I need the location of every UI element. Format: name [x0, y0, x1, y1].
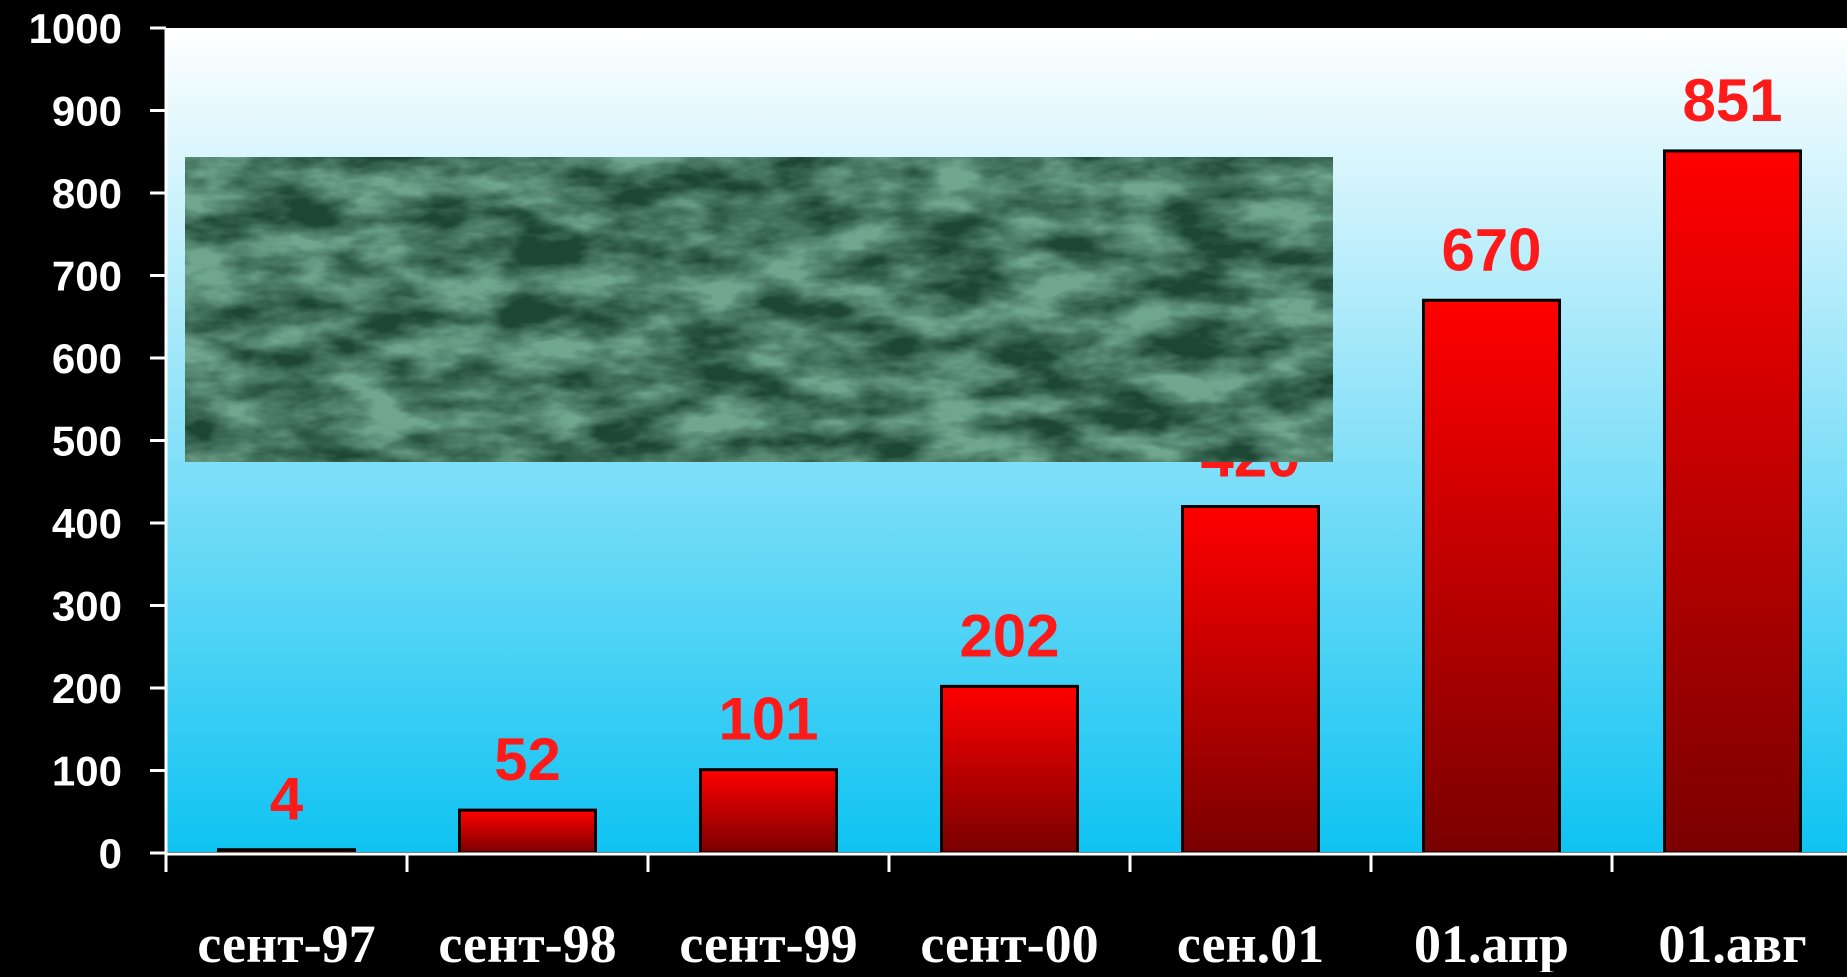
- category-label-4: сент-00: [920, 914, 1098, 972]
- y-tick-label-2: 200: [52, 665, 122, 712]
- x-axis-category-labels: сент-97 сент-98 сент-99 сент-00 сен.01 01.апр…: [197, 914, 1806, 974]
- y-tick-label-0: 0: [99, 830, 122, 877]
- y-axis-ticks: 0 100 200 300 400 500 600 700 800 900 1000: [29, 5, 166, 877]
- bar-2: [458, 808, 597, 855]
- y-tick-label-6: 600: [52, 335, 122, 382]
- bars: [217, 149, 1802, 855]
- y-tick-label-3: 300: [52, 583, 122, 630]
- category-label-6: 01.апр: [1414, 914, 1569, 972]
- y-tick-label-9: 900: [52, 88, 122, 135]
- bar-5: [1181, 505, 1320, 855]
- category-label-7: 01.авг: [1658, 914, 1806, 972]
- data-label-7: 851: [1682, 67, 1782, 134]
- x-axis-ticks: [164, 854, 1614, 872]
- category-label-1: сент-97: [197, 914, 375, 972]
- data-label-4: 202: [959, 602, 1059, 669]
- y-tick-label-5: 500: [52, 418, 122, 465]
- category-label-3: сент-99: [679, 914, 857, 972]
- y-tick-label-4: 400: [52, 500, 122, 547]
- data-label-3: 101: [718, 686, 818, 753]
- bar-4: [940, 684, 1079, 855]
- bar-6: [1422, 298, 1561, 855]
- category-label-2: сент-98: [438, 914, 616, 972]
- y-tick-label-1: 100: [52, 748, 122, 795]
- data-label-1: 4: [270, 766, 304, 833]
- y-tick-label-8: 800: [52, 170, 122, 217]
- bar-3: [699, 768, 838, 855]
- category-label-5: сен.01: [1177, 914, 1324, 972]
- y-tick-label-7: 700: [52, 253, 122, 300]
- data-label-6: 670: [1441, 216, 1541, 283]
- y-tick-label-10: 1000: [29, 5, 122, 52]
- marble-texture-overlay: [185, 157, 1333, 462]
- bar-7: [1663, 149, 1802, 855]
- data-label-2: 52: [494, 726, 561, 793]
